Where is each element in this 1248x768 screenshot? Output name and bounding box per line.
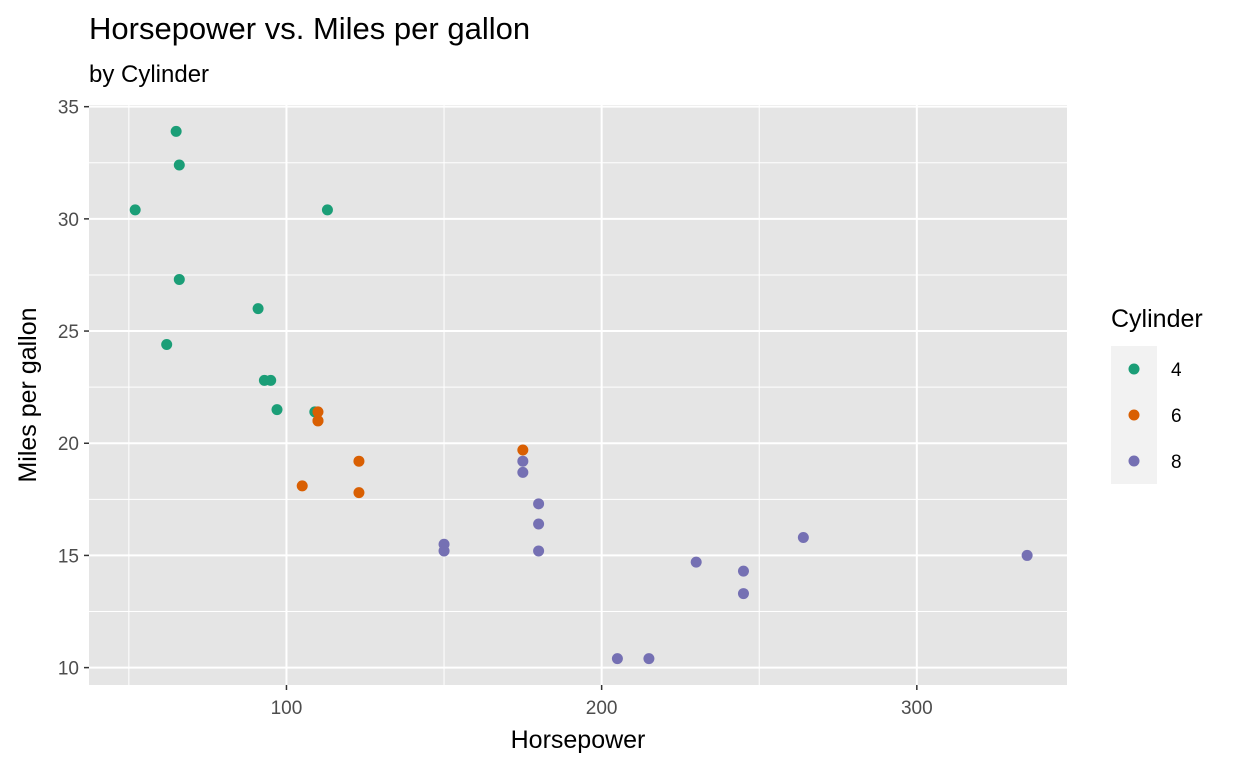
data-point-cyl-4 [161,339,173,351]
legend-key-6 [1128,409,1140,421]
chart-title: Horsepower vs. Miles per gallon [89,11,530,46]
x-tick-label: 300 [901,698,933,719]
legend: Cylinder 4 6 8 [1111,305,1203,484]
y-tick-label: 35 [58,98,79,119]
data-point-cyl-8 [611,653,623,665]
major-gridlines [89,105,1067,685]
y-tick-label: 10 [58,659,79,680]
plot-panel [89,105,1067,685]
data-point-cyl-6 [312,415,324,427]
data-point-cyl-8 [533,545,545,557]
axis-ticks [84,105,918,690]
data-point-cyl-8 [438,545,450,557]
data-point-cyl-6 [296,480,308,492]
data-point-cyl-8 [517,455,529,467]
x-tick-label: 100 [271,698,303,719]
data-point-cyl-4 [321,204,333,216]
data-point-cyl-4 [173,159,185,171]
data-point-cyl-8 [797,531,809,543]
legend-title: Cylinder [1111,305,1203,333]
chart-subtitle: by Cylinder [89,61,209,88]
data-point-cyl-8 [517,466,529,478]
y-tick-label: 15 [58,546,79,567]
legend-label-6: 6 [1171,406,1182,427]
data-point-cyl-8 [690,556,702,568]
data-point-cyl-4 [271,404,283,416]
legend-label-8: 8 [1171,452,1182,473]
x-tick-label: 200 [586,698,618,719]
minor-gridlines [89,105,1067,685]
data-point-cyl-4 [252,303,264,315]
tick-labels: 100 200 300 10 15 20 25 30 35 [58,98,933,719]
data-point-cyl-8 [737,565,749,577]
data-point-cyl-6 [353,487,365,499]
data-point-cyl-8 [737,588,749,600]
data-point-cyl-6 [517,444,529,456]
data-point-cyl-8 [1021,549,1033,561]
data-point-cyl-8 [643,653,655,665]
data-point-cyl-4 [170,125,182,137]
legend-key-4 [1128,363,1140,375]
data-points [129,125,1033,665]
data-point-cyl-6 [312,406,324,418]
data-point-cyl-8 [533,498,545,510]
data-point-cyl-4 [173,273,185,285]
data-point-cyl-8 [533,518,545,530]
legend-key-8 [1128,455,1140,467]
data-point-cyl-4 [265,374,277,386]
x-axis-title: Horsepower [511,726,646,754]
y-tick-label: 30 [58,210,79,231]
y-tick-label: 25 [58,322,79,343]
y-axis-title: Miles per gallon [14,307,42,482]
legend-label-4: 4 [1171,360,1182,381]
data-point-cyl-6 [353,455,365,467]
y-tick-label: 20 [58,434,79,455]
data-point-cyl-4 [129,204,141,216]
